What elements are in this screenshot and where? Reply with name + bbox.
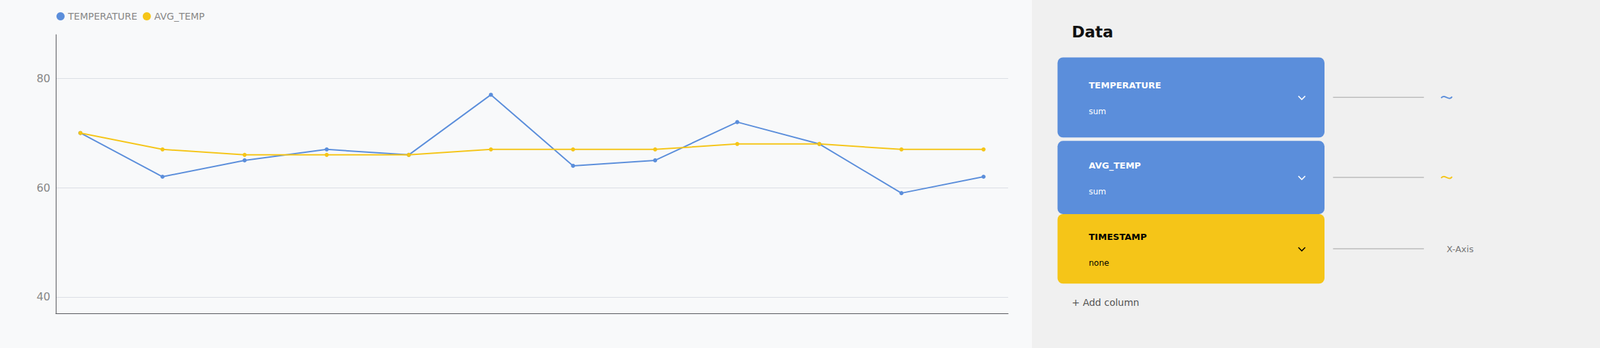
svg-text:+ Add column: + Add column	[1071, 297, 1139, 309]
svg-text:TEMPERATURE: TEMPERATURE	[1089, 80, 1162, 91]
svg-text:X-Axis: X-Axis	[1446, 244, 1475, 255]
svg-text:80: 80	[36, 72, 51, 86]
svg-text:TEMPERATURE: TEMPERATURE	[67, 10, 138, 22]
svg-text:TIMESTAMP: TIMESTAMP	[1089, 231, 1147, 243]
svg-text:none: none	[1089, 258, 1110, 269]
svg-text:40: 40	[36, 290, 51, 304]
svg-text:sum: sum	[1089, 187, 1107, 197]
svg-text:AVG_TEMP: AVG_TEMP	[154, 10, 205, 22]
svg-text:Data: Data	[1071, 23, 1113, 41]
svg-text:60: 60	[36, 181, 51, 195]
svg-text:AVG_TEMP: AVG_TEMP	[1089, 160, 1142, 172]
svg-text:sum: sum	[1089, 106, 1107, 117]
